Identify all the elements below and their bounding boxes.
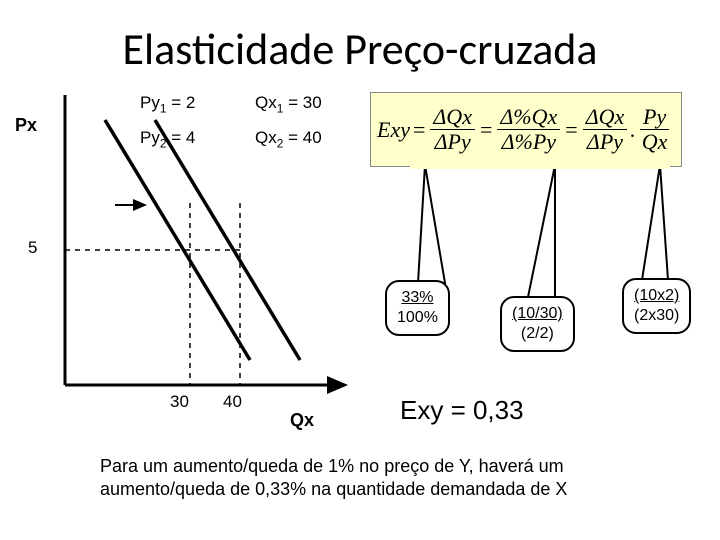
fraction: Py Qx bbox=[639, 105, 671, 154]
page-title: Elasticidade Preço-cruzada bbox=[0, 22, 720, 76]
y-tick: 5 bbox=[28, 238, 37, 258]
equals: = bbox=[413, 117, 425, 143]
result: Exy = 0,33 bbox=[400, 395, 524, 426]
text: (2x30) bbox=[634, 307, 679, 324]
num: Δ%Qx bbox=[497, 105, 560, 130]
text: (10/30) bbox=[512, 305, 563, 322]
den: Δ%Py bbox=[499, 130, 559, 154]
fraction: Δ%Qx Δ%Py bbox=[497, 105, 560, 154]
formula: Exy = ΔQx ΔPy = Δ%Qx Δ%Py = ΔQx ΔPy . Py… bbox=[370, 92, 682, 167]
y-axis-label: Px bbox=[15, 115, 37, 136]
text: (2/2) bbox=[521, 325, 554, 342]
conclusion-text: Para um aumento/queda de 1% no preço de … bbox=[100, 455, 640, 502]
den: Qx bbox=[639, 130, 671, 154]
demand-chart bbox=[45, 95, 355, 405]
text: 100% bbox=[397, 309, 438, 326]
num: ΔQx bbox=[430, 105, 475, 130]
den: ΔPy bbox=[584, 130, 626, 154]
callout-percent: 33% 100% bbox=[385, 280, 450, 336]
fraction: ΔQx ΔPy bbox=[430, 105, 475, 154]
chart-svg bbox=[45, 95, 355, 405]
formula-lhs: Exy bbox=[377, 117, 410, 143]
num: ΔQx bbox=[583, 105, 628, 130]
equals: = bbox=[480, 117, 492, 143]
equals: = bbox=[565, 117, 577, 143]
text: 33% bbox=[401, 289, 433, 306]
x-tick-40: 40 bbox=[223, 392, 242, 412]
num: Py bbox=[640, 105, 669, 130]
callout-ratio: (10/30) (2/2) bbox=[500, 296, 575, 352]
dot: . bbox=[630, 117, 636, 143]
x-axis-label: Qx bbox=[290, 410, 314, 431]
den: ΔPy bbox=[432, 130, 474, 154]
callout-product: (10x2) (2x30) bbox=[622, 278, 691, 334]
fraction: ΔQx ΔPy bbox=[583, 105, 628, 154]
text: (10x2) bbox=[634, 287, 679, 304]
x-tick-30: 30 bbox=[170, 392, 189, 412]
